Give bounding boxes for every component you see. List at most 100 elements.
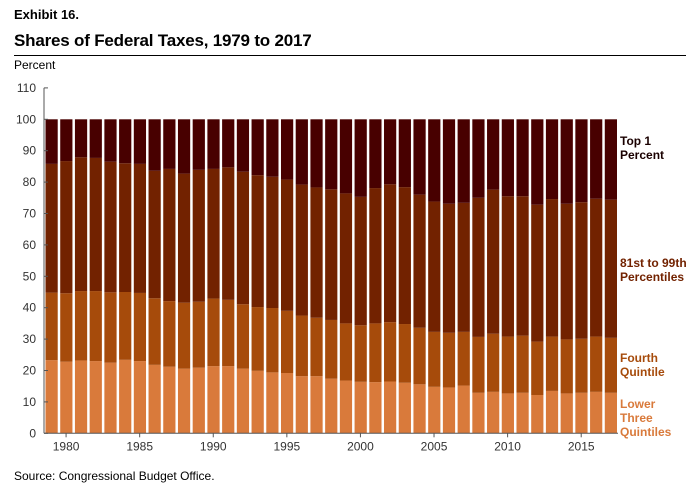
exhibit-number: Exhibit 16. (14, 7, 80, 22)
bar-segment (163, 119, 176, 169)
bar-segment (133, 163, 147, 293)
bar-segment (442, 332, 456, 388)
bar-segment (531, 341, 544, 395)
bar-segment (148, 170, 161, 299)
bar-segment (266, 308, 279, 373)
bar-segment (177, 173, 191, 303)
bar-segment (442, 203, 456, 333)
bar-segment (604, 119, 617, 200)
bar-segment (472, 392, 485, 434)
bar-segment (487, 189, 500, 334)
legend-label: Quintiles (620, 425, 672, 439)
bar-segment (501, 393, 514, 434)
bar-segment (60, 119, 73, 162)
y-tick-label: 50 (23, 269, 37, 283)
bar-segment (104, 161, 117, 293)
bar-segment (457, 202, 470, 332)
bar-segment (545, 119, 559, 200)
bar-segment (354, 196, 367, 326)
bar-segment (133, 119, 147, 164)
bar-segment (472, 119, 485, 198)
bar-segment (119, 163, 132, 292)
y-tick-label: 20 (23, 364, 37, 378)
bar-segment (398, 119, 411, 188)
bar-segment (354, 381, 367, 434)
bar-segment (398, 382, 411, 434)
legend-label: Percentiles (620, 270, 684, 284)
bar-segment (428, 331, 441, 387)
bar-segment (369, 119, 382, 189)
bar-segment (119, 292, 132, 360)
bar-segment (398, 324, 411, 383)
bar-segment (413, 327, 426, 385)
bar-segment (369, 188, 382, 324)
bar-segment (45, 360, 58, 434)
bar-segment (560, 119, 573, 204)
bar-segment (604, 392, 617, 434)
bar-segment (575, 338, 588, 393)
bar-segment (251, 370, 264, 434)
bar-segment (192, 301, 205, 368)
bar-segment (339, 119, 353, 194)
x-tick-label: 2000 (347, 439, 374, 453)
x-tick-label: 2005 (421, 439, 448, 453)
y-tick-label: 80 (23, 175, 37, 189)
bar-segment (590, 119, 603, 199)
bar-segment (104, 119, 117, 162)
legend-label: 81st to 99th (620, 256, 687, 270)
bar-segment (192, 119, 205, 170)
legend-label: Top 1 (620, 134, 651, 148)
bar-segment (501, 119, 514, 197)
bar-segment (354, 119, 367, 197)
bar-segment (384, 381, 397, 434)
bar-segment (295, 376, 308, 434)
x-tick-label: 1990 (200, 439, 227, 453)
bar-segment (236, 368, 250, 434)
bar-segment (428, 119, 441, 202)
bar-segment (560, 203, 573, 340)
legend-label: Lower (620, 397, 656, 411)
bar-segment (428, 386, 441, 434)
bar-segment (590, 336, 603, 392)
bar-segment (339, 323, 353, 381)
bar-segment (457, 119, 470, 203)
bar-segment (560, 393, 573, 434)
bar-segment (325, 119, 338, 190)
bar-segment (60, 361, 73, 434)
bar-segment (310, 317, 323, 377)
bar-segment (207, 366, 220, 434)
bar-segment (398, 187, 411, 325)
bar-segment (236, 171, 250, 305)
bar-segment (413, 194, 426, 328)
legend-label: Quintile (620, 365, 665, 379)
bar-segment (413, 119, 426, 195)
bar-segment (501, 196, 514, 337)
bar-segment (177, 302, 191, 369)
bar-segment (516, 335, 529, 393)
bar-segment (280, 310, 294, 374)
bar-segment (236, 119, 250, 172)
bar-segment (310, 119, 323, 188)
bar-segment (192, 367, 205, 434)
bar-segment (501, 336, 514, 394)
bar-segment (45, 163, 58, 293)
bar-segment (487, 391, 500, 434)
bar-segment (74, 119, 88, 158)
bar-segment (133, 361, 147, 434)
x-tick-label: 1980 (53, 439, 80, 453)
bar-segment (457, 331, 470, 386)
bar-segment (369, 323, 382, 383)
bar-segment (148, 298, 161, 365)
bar-segment (295, 119, 308, 185)
bar-segment (457, 385, 470, 434)
x-tick-label: 1985 (126, 439, 153, 453)
bar-segment (516, 196, 529, 336)
bar-segment (163, 301, 176, 367)
y-tick-label: 90 (23, 144, 37, 158)
bar-segment (222, 119, 235, 168)
bar-segment (280, 119, 294, 180)
bar-segment (104, 362, 117, 434)
bar-segment (531, 394, 544, 434)
title-divider (14, 55, 686, 56)
